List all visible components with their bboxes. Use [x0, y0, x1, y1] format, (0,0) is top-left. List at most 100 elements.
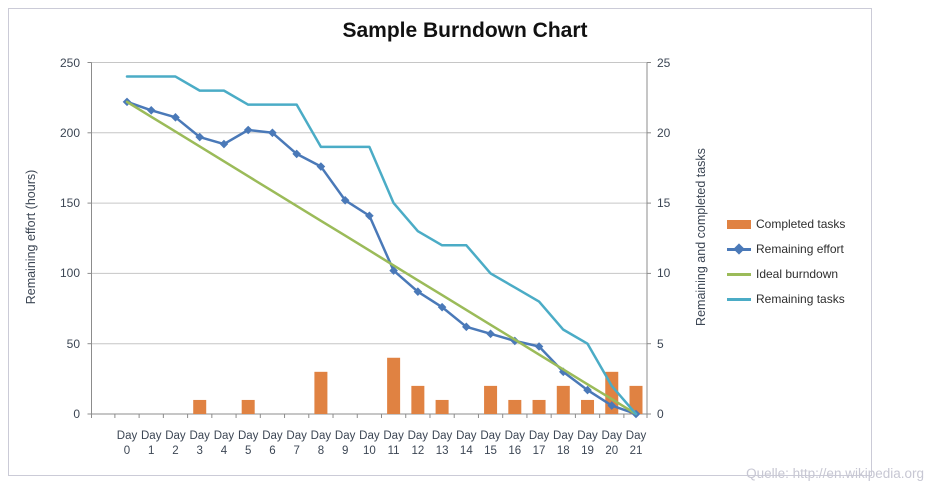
x-axis-label-line: 14: [459, 445, 473, 457]
x-axis-label-line: 11: [387, 445, 400, 457]
x-axis-label-line: Day: [286, 430, 307, 442]
marker-diamond-remaining-effort: [534, 342, 544, 351]
x-axis-label-line: Day: [141, 430, 162, 442]
bar-completed-tasks: [532, 399, 546, 414]
x-axis-label-line: 3: [196, 445, 203, 457]
marker-diamond-remaining-effort: [462, 322, 471, 332]
line-ideal-burndown: [125, 100, 638, 416]
x-axis-label-line: Day: [189, 430, 210, 442]
x-axis-label-line: Day: [310, 430, 332, 442]
marker-diamond-remaining-effort: [146, 106, 156, 115]
legend-swatch-remaining-tasks: [727, 287, 751, 311]
legend-label: Ideal burndown: [756, 267, 839, 281]
x-axis-label: Day 5: [231, 429, 265, 459]
x-axis-label: Day 21: [619, 429, 653, 459]
x-axis-label: Day 2: [158, 429, 192, 459]
marker-diamond-remaining-effort: [583, 385, 592, 395]
left-axis-tick-label: 150: [59, 196, 80, 211]
chart-title: Sample Burndown Chart: [342, 19, 588, 42]
legend-label: Remaining effort: [756, 242, 844, 256]
bar-completed-tasks: [484, 385, 498, 414]
left-axis-tick-label: 0: [73, 407, 80, 421]
x-axis-label-line: 0: [123, 445, 131, 457]
right-axis-tick-label: 20: [657, 125, 671, 140]
x-axis-label-line: 21: [629, 445, 643, 457]
line-remaining-tasks: [125, 75, 638, 416]
x-axis-label-line: 20: [605, 445, 619, 457]
bar-completed-tasks: [581, 399, 595, 414]
x-axis-label-line: Day: [528, 430, 550, 442]
marker-diamond-remaining-effort: [413, 287, 423, 296]
legend-item-ideal-burndown: Ideal burndown: [727, 262, 838, 286]
x-axis-label-line: 7: [293, 445, 300, 457]
legend-item-remaining-tasks: Remaining tasks: [727, 287, 845, 311]
left-axis-tick-label: 200: [59, 125, 80, 140]
x-axis-label-line: Day: [116, 430, 138, 442]
legend-diamond-marker-icon: [733, 243, 745, 255]
bar-completed-tasks: [629, 385, 643, 414]
x-axis-label-line: 10: [362, 445, 376, 457]
x-axis-label-line: 18: [556, 445, 570, 457]
x-axis-label-line: 1: [148, 445, 155, 457]
marker-diamond-remaining-effort: [389, 266, 398, 275]
x-axis-label-line: Day: [480, 430, 501, 442]
x-axis-label-line: 19: [581, 445, 594, 457]
bar-completed-tasks: [435, 399, 449, 414]
right-axis-tick-label: 10: [657, 266, 671, 281]
x-axis-label: Day 20: [595, 429, 629, 459]
right-axis-tick-label: 0: [657, 407, 664, 421]
x-axis-label-line: Day: [553, 430, 574, 442]
x-axis-label-line: 5: [244, 445, 252, 457]
legend-label: Completed tasks: [756, 217, 846, 231]
x-axis-label: Day 11: [377, 429, 411, 459]
x-axis-label: Day 7: [280, 429, 314, 459]
x-axis-label-line: Day: [407, 430, 429, 442]
x-axis-label-line: Day: [625, 430, 647, 442]
left-axis-tick-label: 100: [59, 266, 80, 281]
x-axis-label-line: 6: [269, 445, 276, 457]
left-axis-tick-label: 50: [66, 336, 80, 351]
bar-completed-tasks: [508, 399, 522, 414]
right-axis-tick-label: 5: [657, 336, 664, 351]
marker-diamond-remaining-effort: [171, 113, 180, 122]
legend-item-completed-tasks: Completed tasks: [727, 212, 845, 236]
x-axis-label-line: Day: [213, 430, 235, 442]
legend-line-swatch-icon: [727, 297, 751, 301]
line-remaining-effort: [125, 100, 638, 416]
bar-completed-tasks: [193, 399, 207, 414]
legend-swatch-ideal-burndown: [727, 262, 751, 286]
bar-completed-tasks: [387, 357, 401, 414]
x-axis-label-line: Day: [237, 430, 259, 442]
x-axis-label: Day 14: [449, 429, 483, 459]
x-axis-label: Day 10: [352, 429, 386, 459]
right-axis-title: Remaining and completed tasks: [694, 148, 708, 326]
x-axis-label-line: 12: [411, 445, 425, 457]
legend-label: Remaining tasks: [756, 292, 845, 306]
bar-completed-tasks: [556, 385, 570, 414]
x-axis-label-line: 8: [317, 445, 325, 457]
marker-diamond-remaining-effort: [292, 149, 301, 159]
legend-item-remaining-effort: Remaining effort: [727, 237, 844, 261]
left-axis-title: Remaining effort (hours): [24, 169, 38, 305]
x-axis-label-line: Day: [601, 430, 622, 442]
chart-frame: [8, 8, 872, 476]
x-axis-label: Day 0: [110, 429, 144, 459]
x-axis-label: Day 3: [183, 429, 217, 459]
x-axis-label: Day 18: [546, 429, 580, 459]
legend-swatch-completed-tasks: [727, 212, 751, 236]
x-axis-label: Day 19: [571, 429, 605, 459]
bar-completed-tasks: [314, 371, 328, 414]
x-axis-label: Day 4: [207, 429, 241, 459]
x-axis-label: Day 12: [401, 429, 435, 459]
x-axis-label: Day 17: [522, 429, 556, 459]
source-note: Quelle: http://en.wikipedia.org: [746, 466, 924, 481]
right-axis-tick-label: 15: [657, 196, 671, 211]
x-axis-label-line: 2: [172, 445, 179, 457]
x-axis-label-line: 16: [508, 445, 522, 457]
x-axis-label-line: 17: [532, 445, 546, 457]
x-axis-label-line: Day: [334, 430, 356, 442]
marker-diamond-remaining-effort: [243, 125, 253, 135]
right-axis-tick-label: 25: [657, 55, 671, 70]
